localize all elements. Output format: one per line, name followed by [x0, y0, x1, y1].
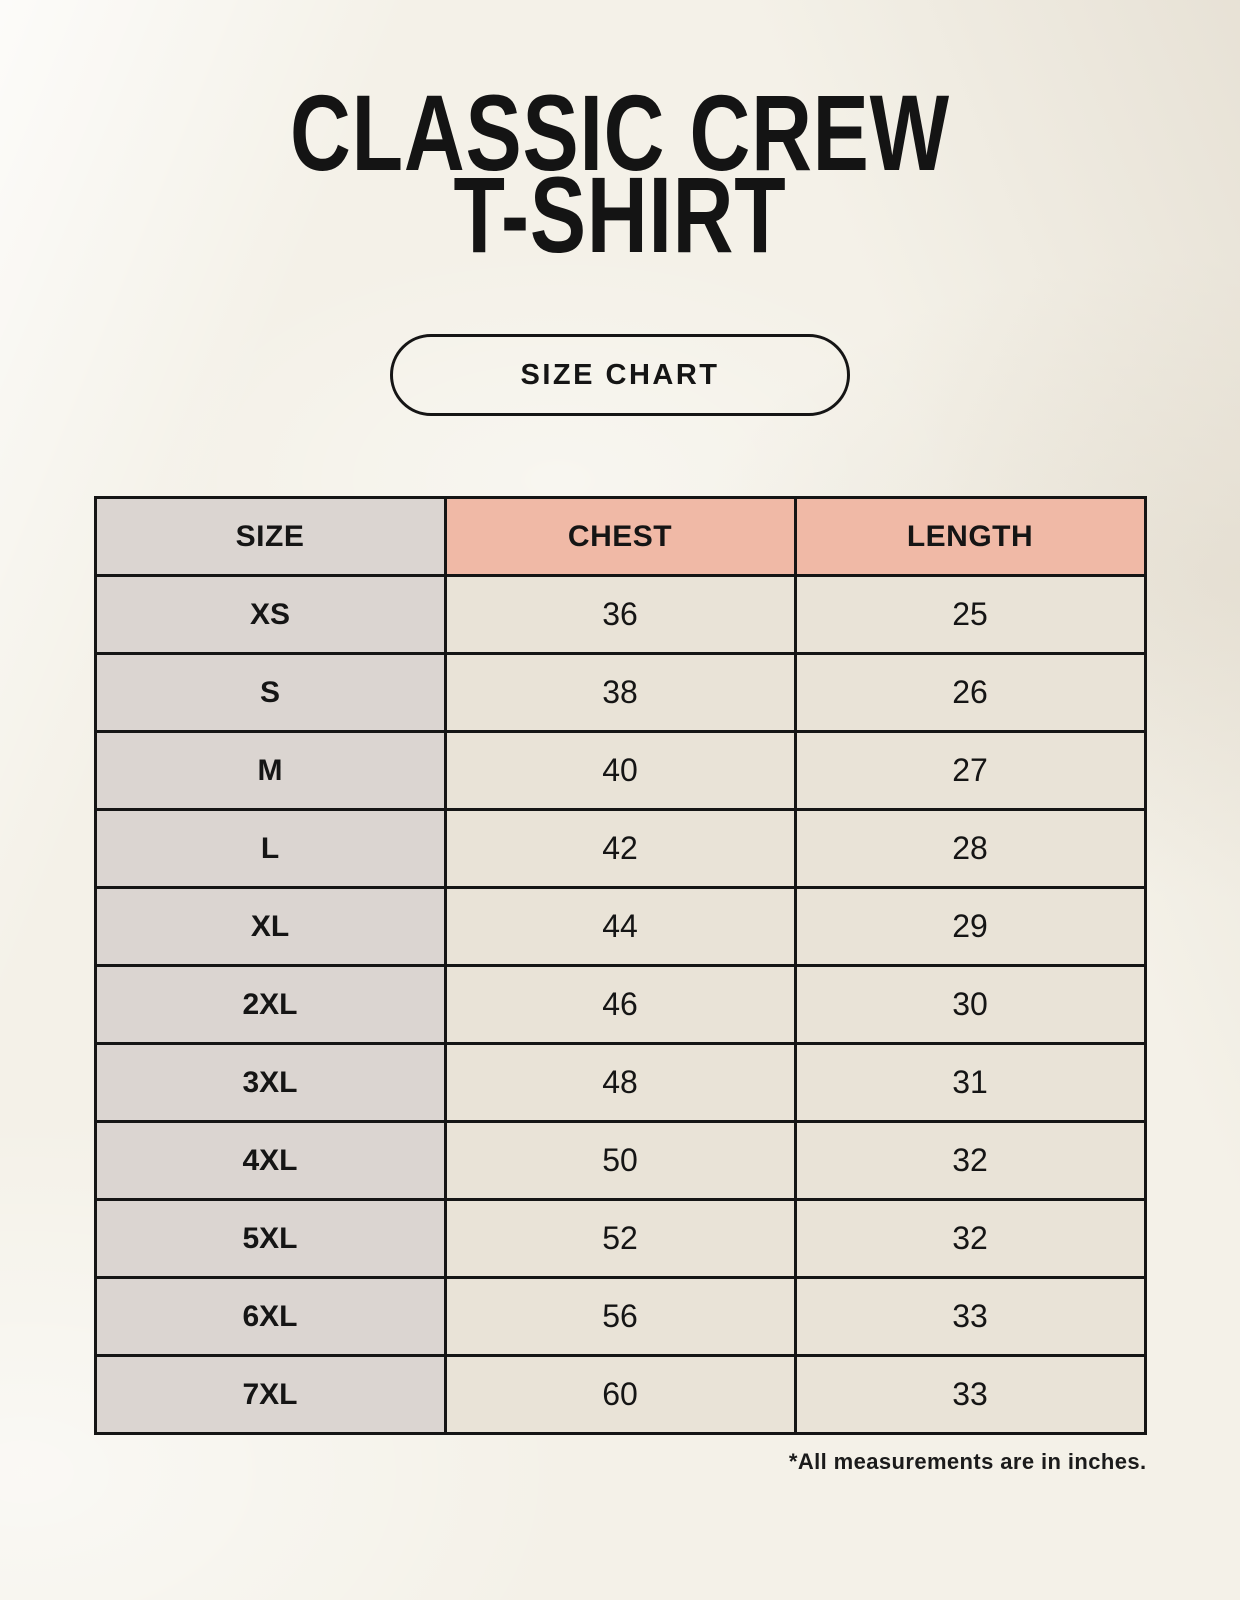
measurements-footnote: *All measurements are in inches.	[788, 1449, 1147, 1475]
chest-cell: 42	[443, 808, 797, 890]
chest-cell: 52	[443, 1198, 797, 1280]
badge-container: SIZE CHART	[0, 334, 1240, 417]
length-cell: 27	[793, 730, 1147, 812]
chest-cell: 40	[443, 730, 797, 812]
length-cell: 28	[793, 808, 1147, 890]
chest-cell: 50	[443, 1120, 797, 1202]
table-row: 4XL 50 32	[93, 1120, 1147, 1202]
table-row: XS 36 25	[93, 574, 1147, 656]
page-title: CLASSIC CREW T-SHIRT	[136, 72, 1103, 276]
chest-cell: 36	[443, 574, 797, 656]
chest-cell: 44	[443, 886, 797, 968]
size-table-container: SIZE CHEST LENGTH XS 36 25 S 38 26 M	[93, 496, 1147, 1436]
size-cell: XS	[93, 574, 447, 656]
chest-cell: 46	[443, 964, 797, 1046]
length-cell: 29	[793, 886, 1147, 968]
size-cell: M	[93, 730, 447, 812]
size-cell: 2XL	[93, 964, 447, 1046]
size-chart-badge[interactable]: SIZE CHART	[390, 334, 850, 417]
table-row: 3XL 48 31	[93, 1042, 1147, 1124]
length-cell: 33	[793, 1276, 1147, 1358]
length-cell: 33	[793, 1354, 1147, 1436]
size-cell: XL	[93, 886, 447, 968]
table-row: 5XL 52 32	[93, 1198, 1147, 1280]
length-cell: 32	[793, 1120, 1147, 1202]
size-cell: 7XL	[93, 1354, 447, 1436]
column-header-length: LENGTH	[793, 496, 1147, 578]
chest-cell: 56	[443, 1276, 797, 1358]
size-cell: S	[93, 652, 447, 734]
table-row: S 38 26	[93, 652, 1147, 734]
page-title-line1: CLASSIC CREW	[290, 72, 950, 193]
size-cell: 6XL	[93, 1276, 447, 1358]
column-header-size: SIZE	[93, 496, 447, 578]
length-cell: 32	[793, 1198, 1147, 1280]
length-cell: 31	[793, 1042, 1147, 1124]
chest-cell: 38	[443, 652, 797, 734]
table-header-row: SIZE CHEST LENGTH	[93, 496, 1147, 578]
column-header-chest: CHEST	[443, 496, 797, 578]
size-table: SIZE CHEST LENGTH XS 36 25 S 38 26 M	[93, 496, 1147, 1436]
chest-cell: 48	[443, 1042, 797, 1124]
table-row: 7XL 60 33	[93, 1354, 1147, 1436]
table-row: 6XL 56 33	[93, 1276, 1147, 1358]
length-cell: 26	[793, 652, 1147, 734]
table-row: L 42 28	[93, 808, 1147, 890]
length-cell: 25	[793, 574, 1147, 656]
table-row: XL 44 29	[93, 886, 1147, 968]
size-cell: L	[93, 808, 447, 890]
size-cell: 4XL	[93, 1120, 447, 1202]
table-row: M 40 27	[93, 730, 1147, 812]
chest-cell: 60	[443, 1354, 797, 1436]
size-cell: 5XL	[93, 1198, 447, 1280]
table-row: 2XL 46 30	[93, 964, 1147, 1046]
page-title-line2: T-SHIRT	[453, 154, 787, 276]
size-cell: 3XL	[93, 1042, 447, 1124]
length-cell: 30	[793, 964, 1147, 1046]
